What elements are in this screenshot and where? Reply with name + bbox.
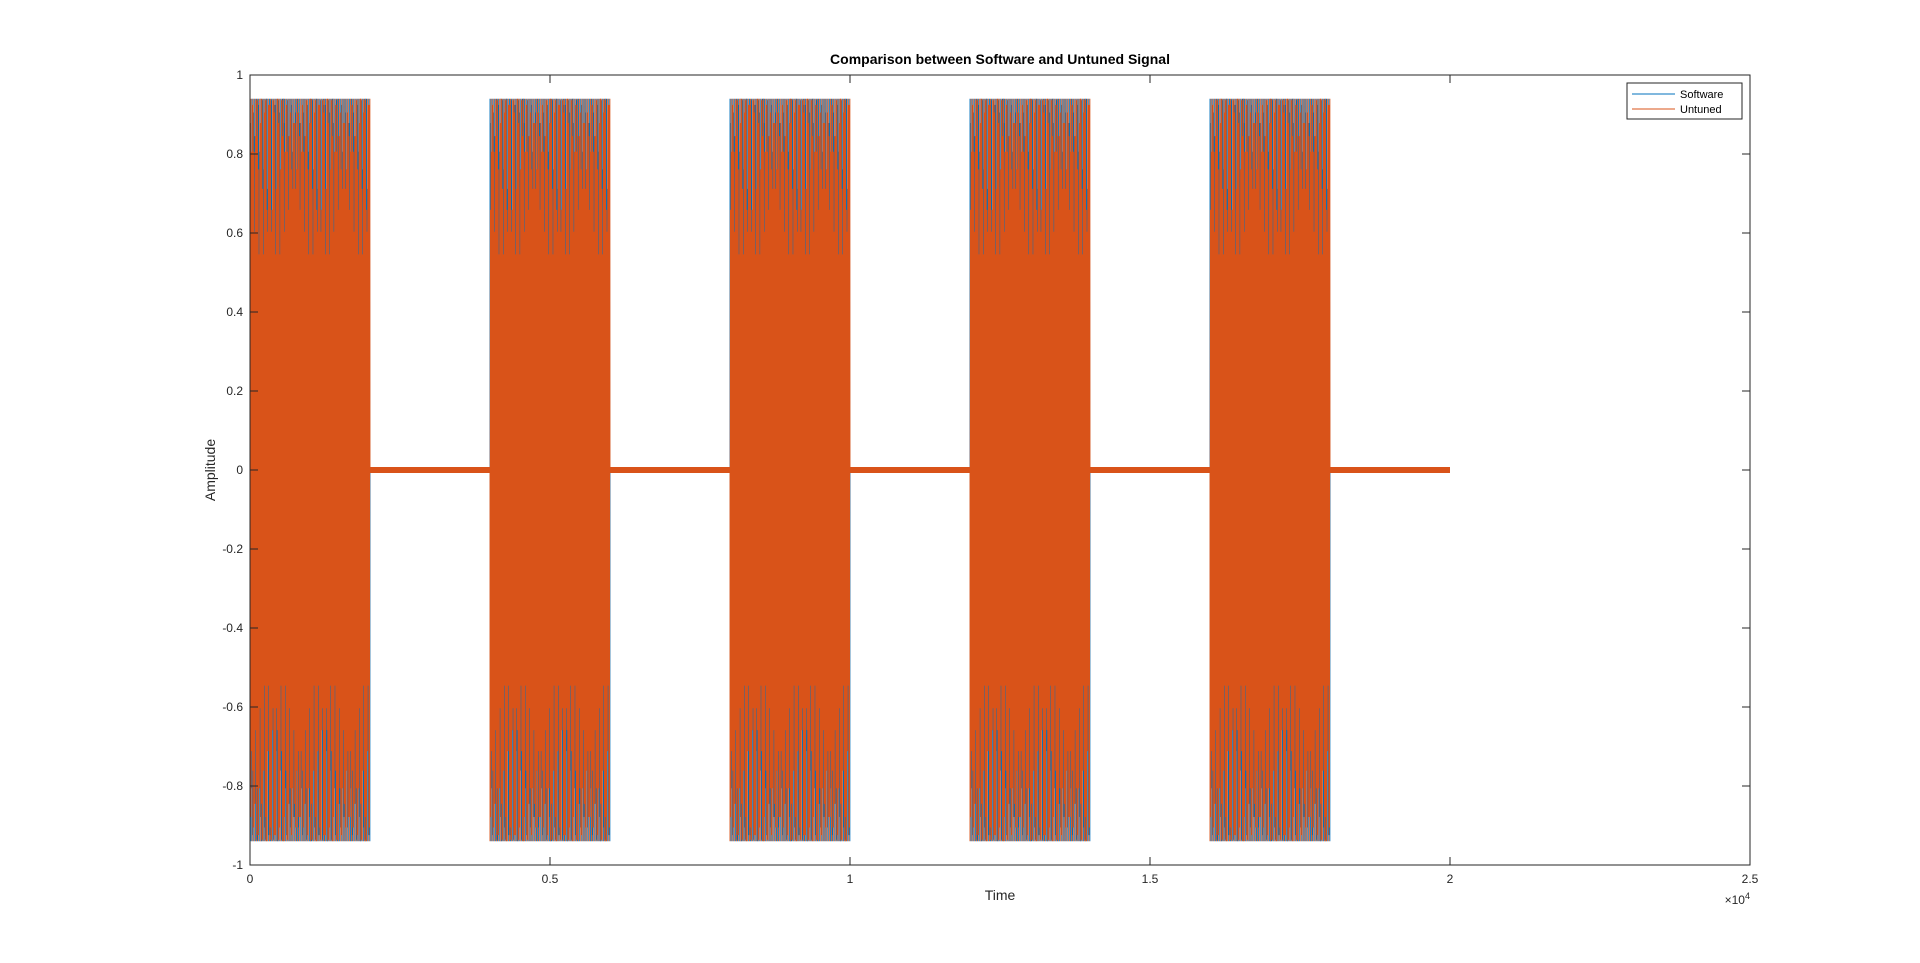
x-tick-label: 0: [247, 872, 254, 886]
y-tick-label: -0.4: [222, 621, 243, 635]
y-tick-label: 1: [236, 68, 243, 82]
x-tick-label: 0.5: [542, 872, 559, 886]
x-exponent-base: ×10: [1725, 893, 1746, 907]
y-tick-label: -0.2: [222, 542, 243, 556]
legend-box: [1626, 82, 1743, 120]
x-axis-exponent: ×104: [1725, 891, 1750, 907]
x-tick-label: 1.5: [1142, 872, 1159, 886]
y-tick-label: 0.6: [226, 226, 243, 240]
x-tick-label: 1: [847, 872, 854, 886]
y-axis-label: Amplitude: [202, 439, 218, 501]
x-exponent-power: 4: [1745, 891, 1750, 901]
chart-title: Comparison between Software and Untuned …: [830, 51, 1170, 67]
legend-label-untuned: Untuned: [1680, 104, 1722, 116]
legend-label-software: Software: [1680, 89, 1723, 101]
x-axis-label: Time: [985, 887, 1016, 903]
y-tick-label: -1: [232, 858, 243, 872]
x-tick-label: 2: [1447, 872, 1454, 886]
legend: Software Untuned: [1626, 82, 1743, 120]
y-tick-label: 0.4: [226, 305, 243, 319]
y-tick-label: -0.8: [222, 779, 243, 793]
tick-layer: 0 0.5 1 1.5 2 2.5 -1 -0.8 -0.6 -0.4 -0.2 0 0.2 0.4 0.6…: [222, 68, 1758, 886]
series-layer: [249, 98, 1450, 842]
series-line-untuned: [249, 98, 1450, 842]
y-tick-label: 0.8: [226, 147, 243, 161]
x-tick-label: 2.5: [1742, 872, 1759, 886]
y-tick-label: 0: [236, 463, 243, 477]
y-tick-label: -0.6: [222, 700, 243, 714]
y-tick-label: 0.2: [226, 384, 243, 398]
